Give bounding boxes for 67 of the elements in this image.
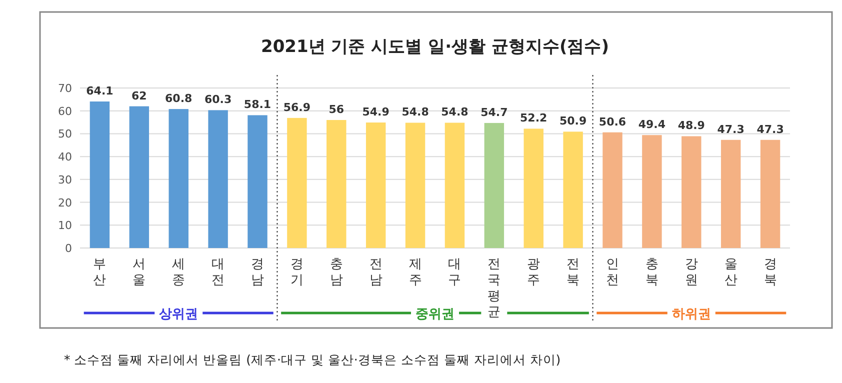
- y-tick-label: 20: [58, 196, 72, 210]
- data-label: 48.9: [678, 119, 705, 132]
- y-tick-label: 50: [58, 128, 72, 141]
- text: 하위권: [672, 307, 711, 322]
- data-label: 47.3: [717, 122, 744, 136]
- bar: [563, 132, 583, 248]
- text: * 소수점 둘째 자리에서 반올림 (제주·대구 및 울산·경북은 소수점 둘째 자리에서 차이): [64, 352, 561, 367]
- chart-title: 2021년 기준 시도별 일·생활 균형지수(점수): [261, 37, 609, 57]
- y-tick-label: 10: [58, 219, 72, 232]
- bar: [90, 101, 110, 248]
- data-label: 50.6: [598, 115, 626, 128]
- data-label: 56.9: [283, 100, 311, 114]
- x-tick-label: 광주: [527, 257, 540, 288]
- data-label: 60.3: [204, 93, 232, 106]
- data-label: 56: [328, 103, 344, 116]
- x-tick-label: 부산: [93, 257, 106, 288]
- x-tick-label: 경기: [290, 257, 304, 288]
- bar: [484, 122, 504, 248]
- data-label: 52.2: [520, 112, 548, 125]
- x-tick-label: 제주: [408, 257, 422, 288]
- bar: [129, 106, 150, 248]
- bar: [366, 122, 386, 248]
- data-label: 49.4: [638, 118, 666, 132]
- data-label: 54.8: [441, 106, 468, 119]
- bar: [524, 128, 544, 248]
- data-label: 62: [132, 89, 147, 102]
- bar: [287, 118, 307, 248]
- y-tick-label: 40: [58, 150, 72, 164]
- data-label: 54.7: [480, 106, 508, 119]
- data-label: 54.9: [362, 106, 390, 119]
- x-tick-label: 전남: [369, 257, 382, 288]
- bar: [168, 109, 188, 248]
- x-tick-label: 서울: [132, 257, 146, 288]
- x-tick-label: 대구: [448, 257, 462, 288]
- y-tick-label: 30: [58, 173, 72, 186]
- data-label: 58.1: [244, 98, 272, 112]
- bar: [208, 110, 228, 248]
- bar: [602, 132, 622, 248]
- bar: [248, 115, 268, 248]
- y-tick-label: 70: [58, 82, 72, 95]
- bar: [326, 120, 346, 248]
- text: 상위권: [159, 307, 198, 322]
- bar: [444, 122, 465, 248]
- bar: [682, 136, 702, 248]
- x-tick-label: 경북: [764, 257, 777, 288]
- y-tick-label: 0: [65, 242, 72, 255]
- text: 중위권: [416, 307, 454, 322]
- x-tick-label: 울산: [724, 257, 738, 288]
- x-tick-label: 충북: [645, 257, 658, 288]
- data-label: 54.8: [402, 106, 429, 119]
- bar: [642, 135, 662, 248]
- data-label: 64.1: [86, 84, 114, 98]
- y-tick-label: 60: [58, 104, 72, 118]
- data-label: 47.3: [756, 122, 784, 136]
- bar: [720, 140, 741, 248]
- x-tick-label: 충남: [330, 257, 343, 288]
- x-tick-label: 인천: [606, 257, 619, 288]
- data-label: 50.9: [559, 114, 587, 128]
- bar: [760, 140, 780, 248]
- x-tick-label: 전북: [566, 257, 580, 288]
- bar: [405, 122, 426, 248]
- x-tick-label: 경남: [251, 257, 264, 288]
- x-tick-label: 세종: [172, 257, 186, 288]
- x-tick-label: 대전: [212, 257, 225, 288]
- x-tick-label: 강원: [684, 257, 698, 288]
- x-tick-label: 전국평균: [488, 257, 501, 320]
- data-label: 60.8: [165, 92, 192, 106]
